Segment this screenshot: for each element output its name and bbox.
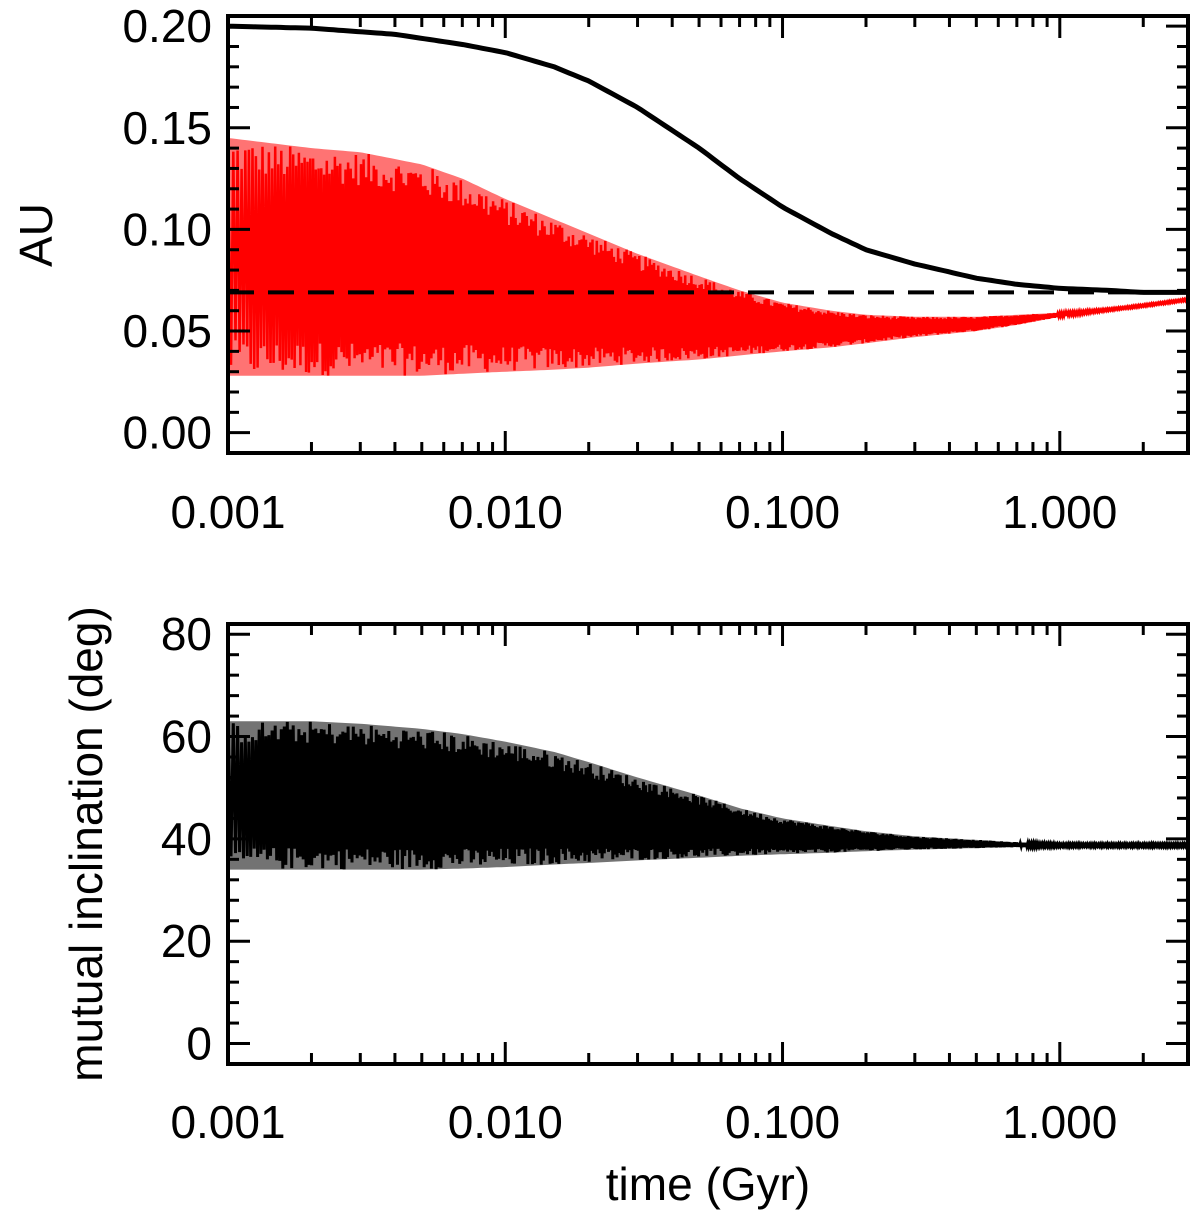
top-band-layer [226, 137, 1190, 376]
top-band-oscillation [226, 146, 1190, 376]
bottom-panel-inclination: 0.001 0.010 0.100 1.000 0 20 40 60 80 mutual inc… [60, 606, 1190, 1210]
top-y-tick-label: 0.10 [122, 203, 212, 255]
top-series-solid-line [227, 23, 1188, 295]
bottom-y-tick-label: 60 [161, 711, 212, 763]
bottom-y-tick-label: 20 [161, 915, 212, 967]
bottom-y-axis-title: mutual inclination (deg) [60, 606, 112, 1082]
top-panel-au: 0.001 0.010 0.100 1.000 0.00 0.05 0.10 0.15 0.20… [10, 0, 1190, 538]
bottom-y-tick-label: 80 [161, 608, 212, 660]
top-x-tick-label: 0.001 [170, 486, 285, 538]
top-y-axis-title: AU [10, 203, 62, 267]
bottom-x-axis-title: time (Gyr) [606, 1158, 810, 1210]
top-y-tick-label: 0.00 [122, 407, 212, 459]
bottom-plot-frame [226, 622, 1190, 1066]
bottom-band-layer [226, 721, 1190, 870]
bottom-band-oscillation [226, 721, 1190, 870]
bottom-x-tick-label: 1.000 [1002, 1096, 1117, 1148]
top-tick-labels: 0.001 0.010 0.100 1.000 0.00 0.05 0.10 0.15 0.20 [122, 0, 1117, 538]
bottom-x-tick-label: 0.001 [170, 1096, 285, 1148]
top-y-tick-label: 0.15 [122, 102, 212, 154]
bottom-ticks [226, 624, 1188, 1064]
bottom-tick-labels: 0.001 0.010 0.100 1.000 0 20 40 60 80 [161, 608, 1118, 1148]
bottom-x-tick-label: 0.100 [725, 1096, 840, 1148]
top-ticks [226, 16, 1188, 453]
top-x-tick-label: 1.000 [1002, 486, 1117, 538]
top-x-tick-label: 0.010 [448, 486, 563, 538]
bottom-x-tick-label: 0.010 [448, 1096, 563, 1148]
top-line-layer [227, 23, 1188, 295]
top-x-tick-label: 0.100 [725, 486, 840, 538]
bottom-y-tick-label: 0 [186, 1018, 212, 1070]
top-plot-frame [226, 14, 1190, 455]
bottom-y-tick-label: 40 [161, 813, 212, 865]
top-y-tick-label: 0.20 [122, 0, 212, 52]
top-y-tick-label: 0.05 [122, 305, 212, 357]
